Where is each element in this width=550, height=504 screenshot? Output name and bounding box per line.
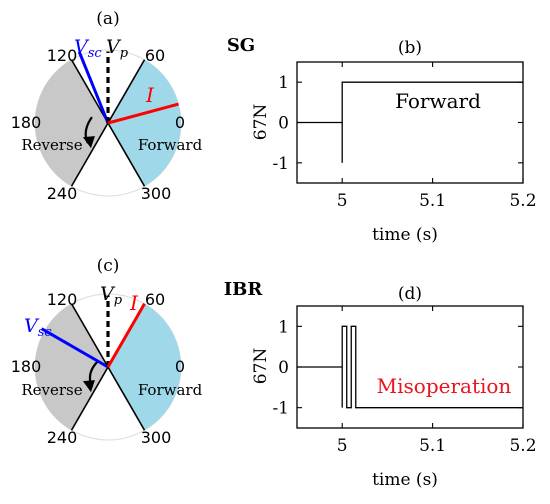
phasor-label-vp-c-sub: p [114, 293, 123, 308]
zone-label-reverse-a: Reverse [21, 136, 82, 154]
phasor-label-vsc-c: Vsc [24, 315, 52, 340]
phasor-label-i-a: I [145, 83, 155, 107]
ytick-label-b-1: 0 [278, 114, 289, 134]
time-plot-panel-d: IBR (d) 67N time (s) 5 5.1 5.2 1 0 -1 Misoper… [224, 279, 537, 490]
series-line-b-0 [297, 81, 523, 163]
angle-label-c-3: 0 [175, 357, 185, 376]
phasor-label-vsc-a: Vsc [74, 36, 102, 61]
side-label-sg: SG [227, 35, 255, 56]
angle-label-a-2: 180 [11, 113, 42, 132]
panel-label-a: (a) [96, 9, 119, 29]
ytick-label-d-1: 0 [278, 358, 289, 378]
angle-label-a-3: 0 [175, 113, 185, 132]
phasor-panel-c: (c) 120 60 180 0 240 300 Reverse Forward… [11, 256, 203, 447]
xtick-label-d-1: 5.1 [419, 436, 446, 456]
time-plot-panel-b: SG (b) 67N time (s) 5 5.1 5.2 1 0 -1 Forward [227, 35, 537, 245]
phasor-label-vp-a-sub: p [120, 46, 129, 61]
annotation-d: Misoperation [377, 374, 512, 398]
phasor-label-vsc-c-base: V [24, 315, 40, 337]
ytick-label-b-0: 1 [278, 73, 289, 93]
phasor-label-i-c: I [129, 291, 139, 315]
angle-label-a-1: 60 [145, 46, 165, 65]
phasor-label-vsc-c-sub: sc [38, 325, 53, 340]
phasor-label-vp-c-base: V [100, 283, 116, 305]
angle-label-c-4: 240 [47, 428, 78, 447]
phasor-label-vp-a-base: V [106, 36, 122, 58]
angle-label-a-5: 300 [141, 184, 172, 203]
angle-label-a-4: 240 [47, 184, 78, 203]
zone-label-reverse-c: Reverse [21, 381, 82, 399]
xtick-label-b-0: 5 [337, 191, 348, 211]
panel-label-c: (c) [97, 256, 120, 276]
phasor-label-vp-c: Vp [100, 283, 123, 308]
annotation-b: Forward [395, 89, 481, 113]
angle-label-c-0: 120 [47, 290, 78, 309]
zone-label-forward-c: Forward [138, 381, 203, 399]
angle-label-c-1: 60 [145, 290, 165, 309]
phasor-v-sc-c [40, 327, 109, 369]
zone-label-forward-a: Forward [138, 136, 203, 154]
plot-area-d: 5 5.1 5.2 1 0 -1 [272, 305, 537, 456]
ytick-label-b-2: -1 [272, 154, 289, 174]
phasor-i-c [106, 303, 146, 368]
panel-label-b: (b) [398, 38, 422, 58]
panel-label-d: (d) [398, 284, 422, 304]
phasor-panel-a: (a) 120 60 180 0 240 300 Reverse Forward… [11, 9, 203, 203]
xtick-label-d-0: 5 [337, 436, 348, 456]
phasor-zones-a [34, 49, 182, 197]
phasor-zones-c [34, 293, 182, 441]
xlabel-b: time (s) [372, 225, 438, 245]
phasor-v-sc-a [77, 51, 110, 124]
phasor-label-vp-a: Vp [106, 36, 129, 61]
side-label-ibr: IBR [224, 279, 264, 300]
series-line-d-0 [297, 325, 523, 409]
ylabel-d: 67N [251, 348, 271, 385]
angle-label-a-0: 120 [47, 46, 78, 65]
phasor-label-vsc-a-sub: sc [88, 46, 103, 61]
angle-label-c-5: 300 [141, 428, 172, 447]
xlabel-d: time (s) [372, 470, 438, 490]
ytick-label-d-2: -1 [272, 399, 289, 419]
xtick-label-b-2: 5.2 [509, 191, 536, 211]
plot-area-b: 5 5.1 5.2 1 0 -1 [272, 61, 537, 211]
xtick-label-b-1: 5.1 [419, 191, 446, 211]
rotation-arrowhead-a [82, 136, 95, 149]
ytick-label-d-0: 1 [278, 317, 289, 337]
angle-label-c-2: 180 [11, 357, 42, 376]
ylabel-b: 67N [251, 104, 271, 141]
xtick-label-d-2: 5.2 [509, 436, 536, 456]
phasor-label-vsc-a-base: V [74, 36, 90, 58]
rotation-arrowhead-c [82, 380, 95, 393]
phasor-i-a [107, 102, 179, 125]
